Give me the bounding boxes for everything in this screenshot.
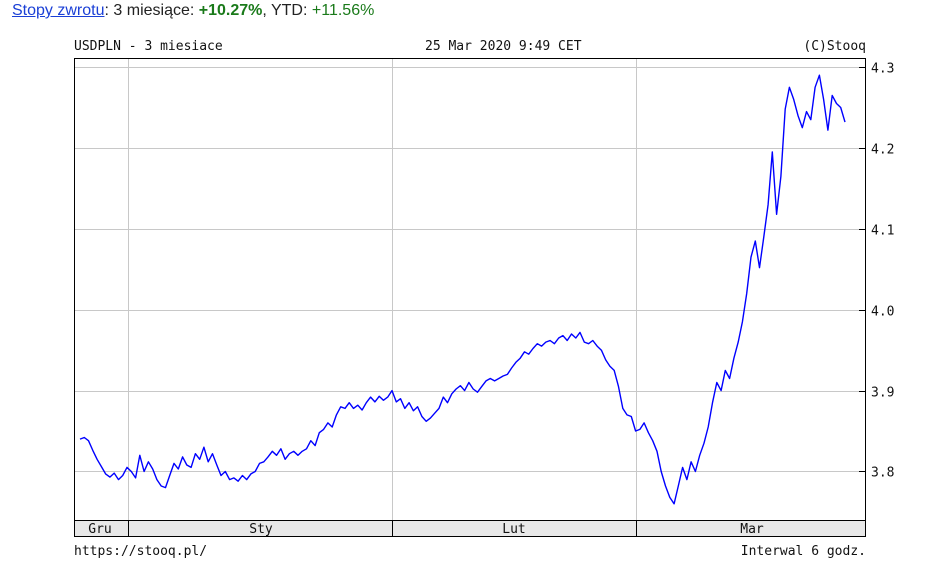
y-tick-label: 4.3	[871, 62, 894, 77]
ytd-label: YTD:	[270, 2, 308, 19]
chart-source-url[interactable]: https://stooq.pl/	[74, 544, 207, 559]
ytd-return-value: +11.56%	[311, 2, 375, 19]
returns-summary: Stopy zwrotu: 3 miesiące: +10.27%, YTD: …	[12, 2, 374, 20]
chart-interval: Interwal 6 godz.	[741, 544, 866, 559]
x-tick-label: Gru	[88, 522, 111, 537]
y-tick-label: 3.9	[871, 386, 894, 401]
chart-title: USDPLN - 3 miesiace	[74, 39, 223, 54]
returns-separator: :	[104, 2, 109, 19]
y-axis: 3.8 3.9 4.0 4.1 4.2 4.3	[859, 62, 894, 481]
returns-comma: ,	[262, 2, 267, 19]
plot-area	[74, 58, 866, 521]
x-axis: Gru Sty Lut Mar	[88, 520, 764, 537]
grid-lines	[75, 59, 865, 520]
x-tick-label: Lut	[502, 522, 525, 537]
y-tick-label: 4.0	[871, 305, 894, 320]
x-tick-label: Mar	[740, 522, 764, 537]
chart-timestamp: 25 Mar 2020 9:49 CET	[425, 39, 582, 54]
y-tick-label: 4.1	[871, 224, 894, 239]
chart-copyright: (C)Stooq	[803, 39, 866, 54]
x-axis-band	[74, 520, 866, 537]
y-tick-label: 4.2	[871, 143, 894, 158]
x-tick-label: Sty	[249, 522, 273, 537]
y-tick-label: 3.8	[871, 466, 894, 481]
period-label: 3 miesiące:	[113, 2, 195, 19]
series-line	[79, 74, 846, 505]
returns-link[interactable]: Stopy zwrotu	[12, 2, 105, 19]
period-return-value: +10.27%	[198, 2, 263, 19]
